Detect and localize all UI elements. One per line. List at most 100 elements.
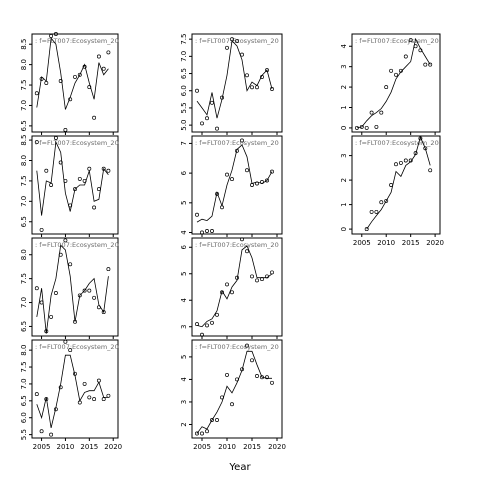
observed-point bbox=[394, 72, 398, 77]
observed-point bbox=[230, 290, 234, 295]
observed-point bbox=[87, 85, 92, 90]
panel-frame bbox=[31, 339, 119, 439]
observed-point bbox=[101, 166, 106, 171]
panel-strip-label: : f=FLT007:Ecosystem_20 bbox=[195, 139, 279, 147]
y-tick-label: 6 bbox=[180, 170, 188, 175]
observed-point bbox=[96, 187, 101, 192]
y-tick-label: 7.5 bbox=[20, 361, 28, 372]
panel-9: : f=FLT007:Ecosystem_20 5.5 6.0 6.5 7.0 7.5 8.… bbox=[20, 339, 122, 451]
x-tick-label: 2020 bbox=[268, 443, 286, 451]
y-tick-label: 4 bbox=[340, 43, 348, 48]
observed-point bbox=[418, 136, 423, 141]
observed-point bbox=[423, 62, 428, 67]
observed-point bbox=[374, 124, 379, 129]
observed-point bbox=[418, 48, 423, 53]
fitted-series-line bbox=[196, 245, 273, 328]
observed-point bbox=[240, 138, 244, 143]
observed-point bbox=[245, 249, 249, 254]
y-tick-label: 4 bbox=[180, 230, 188, 235]
observed-point bbox=[230, 402, 234, 407]
observed-point bbox=[270, 270, 274, 275]
observed-point bbox=[389, 183, 394, 187]
y-tick-label: 7.0 bbox=[20, 378, 28, 389]
observed-point bbox=[220, 205, 224, 210]
observed-point bbox=[215, 312, 219, 317]
panel-strip-label: : f=FLT007:Ecosystem_20 bbox=[195, 343, 279, 351]
y-tick-label: 8.0 bbox=[20, 345, 28, 356]
y-tick-label: 6 bbox=[180, 245, 188, 250]
observed-point bbox=[270, 87, 274, 91]
observed-point bbox=[73, 319, 77, 324]
x-tick-label: 2005 bbox=[33, 443, 51, 451]
y-tick-label: 3 bbox=[180, 400, 188, 404]
fitted-series-line bbox=[36, 354, 109, 428]
observed-point bbox=[205, 323, 209, 328]
observed-point bbox=[96, 305, 101, 310]
fitted-series-line bbox=[36, 140, 109, 216]
observed-point bbox=[205, 229, 209, 233]
observed-point bbox=[53, 32, 58, 36]
observed-point bbox=[73, 187, 77, 192]
x-tick-label: 2010 bbox=[377, 239, 395, 247]
fitted-series-line bbox=[196, 144, 273, 223]
observed-point bbox=[250, 358, 254, 363]
panel-frame bbox=[191, 237, 283, 337]
observed-point bbox=[34, 91, 39, 96]
observed-point bbox=[260, 75, 264, 79]
observed-point bbox=[106, 267, 111, 272]
observed-point bbox=[195, 322, 199, 327]
observed-point bbox=[413, 44, 418, 49]
x-tick-label: 2010 bbox=[218, 443, 236, 451]
observed-point bbox=[68, 262, 73, 267]
panel-frame bbox=[191, 339, 283, 439]
panel-6: : f=FLT007:Ecosystem_20 0 1 2 3 2005 2010 2015 2… bbox=[340, 135, 444, 247]
observed-point bbox=[245, 73, 249, 78]
y-tick-label: 8.0 bbox=[20, 249, 28, 260]
observed-point bbox=[200, 121, 204, 126]
y-tick-label: 7.5 bbox=[180, 34, 188, 45]
panel-frame bbox=[191, 33, 283, 133]
panel-frame bbox=[351, 135, 441, 235]
observed-point bbox=[58, 160, 63, 165]
observed-point bbox=[49, 183, 54, 187]
observed-point bbox=[403, 158, 408, 163]
fitted-series-line bbox=[196, 350, 272, 434]
observed-point bbox=[255, 181, 259, 186]
panel-strip-label: : f=FLT007:Ecosystem_20 bbox=[35, 37, 119, 45]
observed-point bbox=[92, 205, 97, 210]
observed-point bbox=[389, 68, 394, 73]
panel-frame bbox=[31, 135, 119, 235]
observed-point bbox=[68, 348, 73, 353]
observed-point bbox=[49, 432, 54, 437]
observed-point bbox=[428, 168, 433, 173]
y-tick-label: 7.5 bbox=[20, 175, 28, 186]
panel-strip-label: : f=FLT007:Ecosystem_20 bbox=[35, 139, 119, 147]
observed-point bbox=[428, 62, 433, 67]
observed-point bbox=[369, 110, 374, 115]
observed-point bbox=[63, 339, 68, 344]
observed-point bbox=[240, 52, 244, 57]
y-tick-label: 2 bbox=[180, 422, 188, 426]
x-tick-label: 2020 bbox=[104, 443, 122, 451]
observed-point bbox=[225, 45, 229, 50]
observed-point bbox=[106, 168, 111, 173]
observed-point bbox=[44, 168, 49, 173]
observed-point bbox=[92, 295, 97, 300]
y-tick-label: 4 bbox=[180, 297, 188, 302]
y-tick-label: 8.0 bbox=[20, 155, 28, 166]
y-tick-label: 4 bbox=[180, 377, 188, 382]
observed-point bbox=[34, 286, 39, 291]
panel-5: : f=FLT007:Ecosystem_20 4 5 6 7 bbox=[180, 135, 283, 237]
observed-point bbox=[220, 395, 224, 400]
observed-point bbox=[408, 38, 413, 43]
observed-point bbox=[53, 407, 58, 412]
y-tick-label: 3 bbox=[180, 324, 188, 328]
observed-point bbox=[260, 277, 264, 282]
observed-point bbox=[77, 400, 82, 405]
panel-4: : f=FLT007:Ecosystem_20 6.5 7.0 7.5 8.0 8.5 bbox=[20, 135, 119, 237]
fitted-series-line bbox=[36, 244, 109, 334]
y-tick-label: 6.5 bbox=[180, 68, 188, 79]
observed-point bbox=[210, 229, 214, 233]
observed-point bbox=[225, 372, 229, 377]
